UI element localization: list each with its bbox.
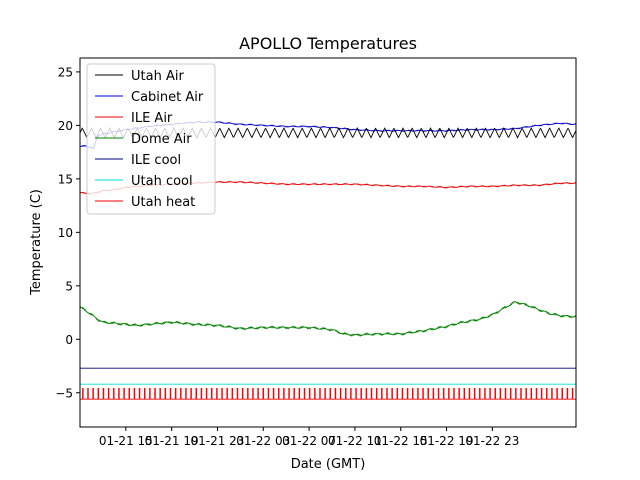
legend-label-utah-air: Utah Air bbox=[131, 69, 184, 84]
x-tick-label: 01-22 23 bbox=[465, 434, 519, 448]
y-tick-label: 10 bbox=[58, 226, 73, 240]
legend-box bbox=[86, 63, 216, 215]
y-tick-label: 15 bbox=[58, 172, 73, 186]
y-tick-label: −5 bbox=[55, 386, 73, 400]
legend-label-dome-air: Dome Air bbox=[131, 132, 192, 147]
x-tick-label: 01-22 19 bbox=[420, 434, 474, 448]
x-tick-label: 01-21 23 bbox=[190, 434, 244, 448]
x-tick-label: 01-21 19 bbox=[145, 434, 199, 448]
legend-label-utah-cool: Utah cool bbox=[131, 174, 193, 189]
legend-label-cabinet-air: Cabinet Air bbox=[131, 90, 204, 105]
chart-title: APOLLO Temperatures bbox=[239, 34, 417, 53]
x-tick-label: 01-22 11 bbox=[328, 434, 382, 448]
y-tick-label: 0 bbox=[65, 333, 73, 347]
y-axis-ticks: −5 0 5 10 15 20 25 bbox=[55, 65, 80, 400]
legend-label-utah-heat: Utah heat bbox=[131, 195, 195, 210]
legend: Utah Air Cabinet Air ILE Air Dome Air ILE co… bbox=[86, 63, 216, 215]
y-tick-label: 5 bbox=[65, 279, 73, 293]
x-tick-label: 01-22 03 bbox=[236, 434, 290, 448]
legend-label-ile-air: ILE Air bbox=[131, 111, 173, 126]
y-tick-label: 20 bbox=[58, 119, 73, 133]
y-tick-label: 25 bbox=[58, 65, 73, 79]
series-line-utah-heat bbox=[80, 388, 576, 400]
series-line-dome-air bbox=[80, 300, 576, 337]
x-tick-label: 01-22 15 bbox=[374, 434, 428, 448]
x-tick-label: 01-22 07 bbox=[282, 434, 336, 448]
series-layer bbox=[80, 120, 576, 400]
plot-frame bbox=[79, 57, 577, 428]
y-axis-label: Temperature (C) bbox=[29, 189, 44, 296]
legend-label-ile-cool: ILE cool bbox=[131, 153, 181, 168]
x-tick-label: 01-21 15 bbox=[99, 434, 153, 448]
x-axis-label: Date (GMT) bbox=[291, 457, 366, 472]
